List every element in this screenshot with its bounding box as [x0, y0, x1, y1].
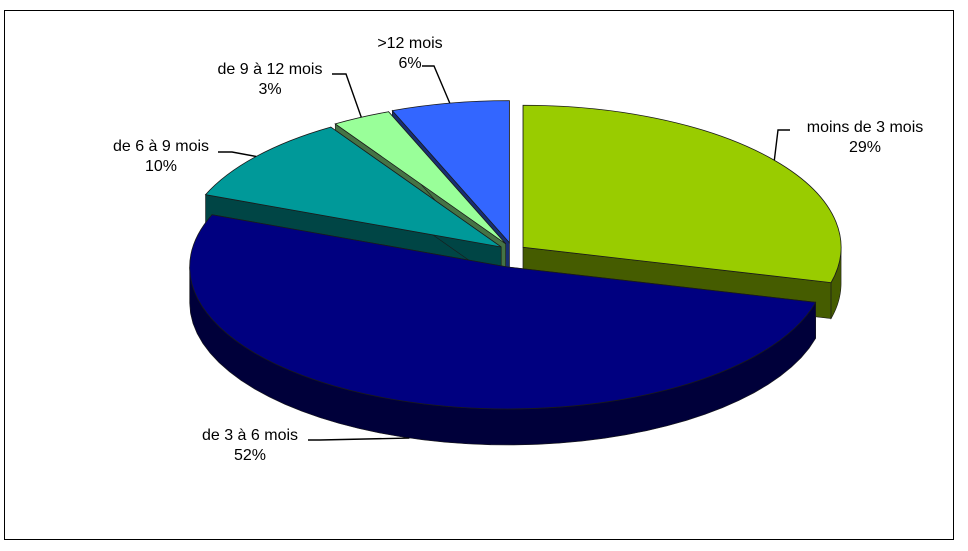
label-moins-de-3-mois: moins de 3 mois 29% [790, 118, 940, 158]
leader-line-de-6-a-9-mois [218, 151, 257, 158]
label-moins-de-3-mois-value: 29% [848, 139, 882, 156]
label-de-9-a-12-mois-name: de 9 à 12 mois [217, 61, 323, 78]
label-de-9-a-12-mois-value: 3% [258, 81, 282, 98]
label-gt-12-mois: >12 mois 6% [360, 34, 460, 74]
leader-line-moins-de-3-mois [773, 129, 790, 161]
label-de-3-a-6-mois-value: 52% [233, 447, 267, 464]
label-de-9-a-12-mois: de 9 à 12 mois 3% [200, 60, 340, 100]
label-de-6-a-9-mois-name: de 6 à 9 mois [112, 138, 210, 155]
slice-moins-de-3-mois [522, 104, 842, 284]
label-de-6-a-9-mois: de 6 à 9 mois 10% [98, 137, 224, 177]
slice-de-9-a-12-mois [334, 111, 506, 245]
slice-de-3-a-6-mois [189, 214, 817, 410]
slice-gt-12-mois [391, 100, 510, 244]
leader-line-gt-12-mois [422, 65, 451, 104]
leader-line-de-3-a-6-mois [308, 437, 410, 441]
label-de-3-a-6-mois-name: de 3 à 6 mois [201, 427, 299, 444]
label-de-3-a-6-mois: de 3 à 6 mois 52% [185, 426, 315, 466]
label-gt-12-mois-name: >12 mois [377, 35, 443, 52]
leader-line-de-9-a-12-mois [332, 73, 362, 118]
label-gt-12-mois-value: 6% [398, 55, 422, 72]
label-moins-de-3-mois-name: moins de 3 mois [806, 119, 924, 136]
label-de-6-a-9-mois-value: 10% [144, 158, 178, 175]
slice-de-6-a-9-mois [204, 126, 502, 248]
